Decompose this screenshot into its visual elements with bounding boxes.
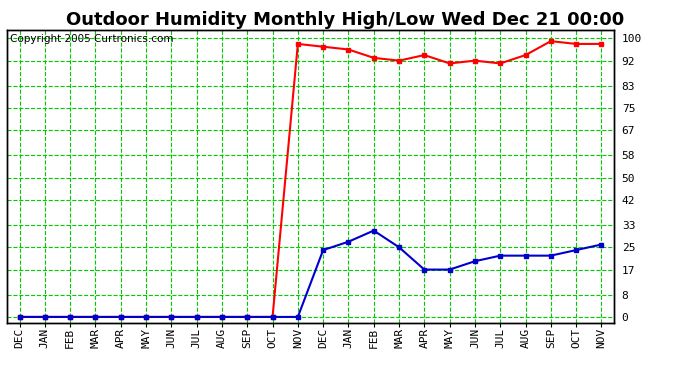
Text: Copyright 2005 Curtronics.com: Copyright 2005 Curtronics.com [10, 34, 173, 44]
Text: Outdoor Humidity Monthly High/Low Wed Dec 21 00:00: Outdoor Humidity Monthly High/Low Wed De… [66, 11, 624, 29]
